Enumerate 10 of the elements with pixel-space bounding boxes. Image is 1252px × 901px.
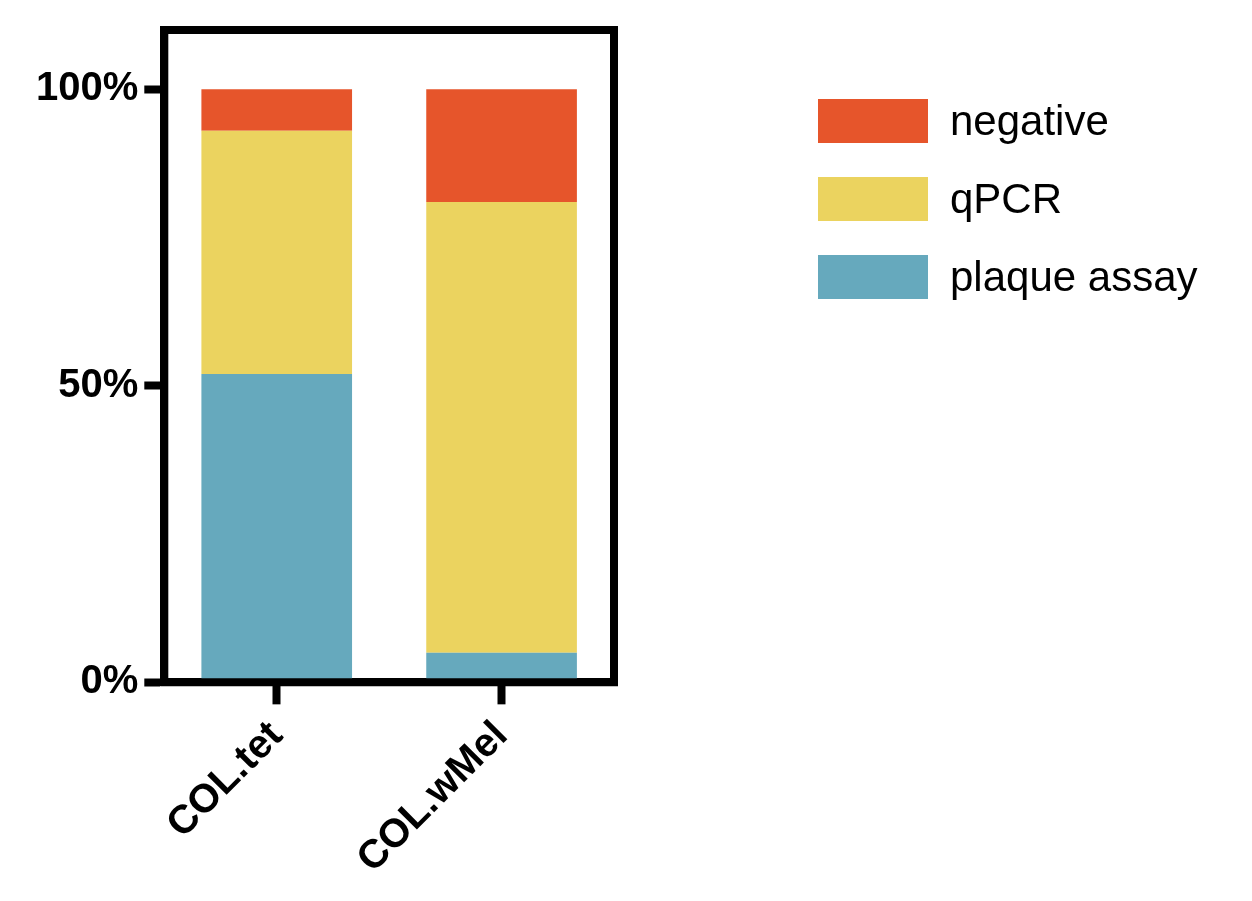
legend-label: negative [950,97,1109,145]
y-tick-label: 0% [80,657,139,702]
legend-label: plaque assay [950,253,1198,301]
y-tick-label: 100% [35,64,139,109]
bar [426,89,577,202]
legend-label: qPCR [950,175,1063,223]
bar [426,201,577,653]
bar [201,130,353,374]
y-tick-label: 50% [58,360,139,405]
bar [201,89,353,131]
